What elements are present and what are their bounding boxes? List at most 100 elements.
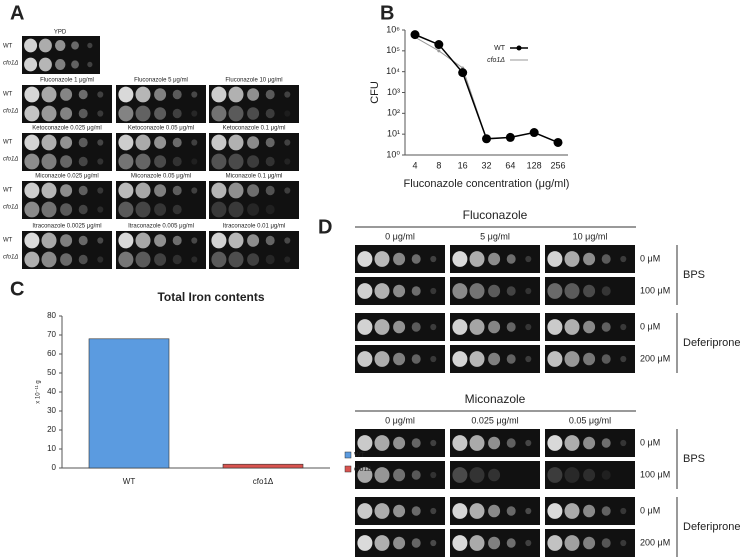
spot: [284, 256, 291, 263]
spot: [135, 86, 151, 103]
column-label: 5 μg/ml: [480, 231, 510, 241]
spot: [211, 232, 227, 249]
spot: [191, 256, 198, 263]
spot: [135, 182, 151, 199]
plate-title: Itraconazole 0.005 μg/ml: [128, 224, 194, 230]
y-tick-label: 10: [47, 444, 56, 453]
y-tick-label: 10³: [387, 87, 400, 97]
spot: [620, 439, 627, 447]
spot: [118, 201, 134, 218]
spot: [547, 503, 563, 519]
x-tick-label: WT: [123, 477, 136, 486]
spot: [411, 470, 421, 480]
column-label: 0 μg/ml: [385, 415, 415, 425]
spot: [430, 255, 437, 263]
spot: [24, 86, 40, 103]
spot: [60, 136, 73, 149]
spot: [547, 319, 563, 335]
y-axis-label: x 10⁻¹¹ g: [36, 380, 42, 404]
spot: [374, 251, 390, 267]
spot: [357, 435, 373, 451]
spot: [506, 286, 516, 296]
spot: [374, 535, 390, 551]
spot: [38, 57, 52, 72]
legend-swatch: [344, 451, 352, 459]
spot: [564, 283, 580, 299]
plate-title: Ketoconazole 0.025 μg/ml: [32, 126, 102, 132]
spot: [247, 203, 260, 216]
spot: [24, 57, 38, 72]
spot: [547, 351, 563, 367]
spot: [228, 232, 244, 249]
spot: [374, 351, 390, 367]
plate-title: Miconazole 0.025 μg/ml: [35, 174, 99, 180]
row-label: 200 μM: [640, 537, 670, 547]
point: [482, 134, 491, 144]
spot: [601, 322, 611, 332]
spot: [41, 232, 57, 249]
spot: [154, 136, 167, 149]
spot: [24, 134, 40, 151]
spot: [97, 158, 104, 165]
legend-label: WT: [354, 452, 366, 459]
column-label: 10 μg/ml: [573, 231, 608, 241]
spot: [357, 535, 373, 551]
spot: [191, 158, 198, 165]
row-label: cfo1Δ: [3, 157, 18, 163]
plate-title: Ketoconazole 0.05 μg/ml: [128, 126, 194, 132]
spot: [135, 153, 151, 170]
spot: [60, 155, 73, 168]
spot: [154, 88, 167, 101]
row-label: 100 μM: [640, 469, 670, 479]
point: [410, 30, 420, 40]
spot: [506, 506, 516, 516]
spot: [172, 156, 182, 167]
spot: [191, 237, 198, 244]
spot: [488, 468, 501, 482]
spot: [118, 153, 134, 170]
spot: [411, 322, 421, 332]
spot: [357, 283, 373, 299]
spot: [411, 354, 421, 364]
spot: [60, 184, 73, 197]
column-label: 0 μg/ml: [385, 231, 415, 241]
spot: [228, 153, 244, 170]
spot: [78, 89, 88, 100]
spot: [374, 503, 390, 519]
spot: [488, 252, 501, 266]
y-axis-label: CFU: [369, 81, 381, 104]
column-label: 0.05 μg/ml: [569, 415, 611, 425]
panel-label: D: [318, 216, 332, 238]
spot: [469, 283, 485, 299]
row-label: cfo1Δ: [3, 61, 18, 67]
panel-label: B: [380, 2, 394, 24]
spot: [488, 436, 501, 450]
spot: [247, 107, 260, 120]
y-tick-label: 10²: [387, 108, 400, 118]
y-tick-label: 10¹: [387, 129, 400, 139]
spot: [525, 255, 532, 263]
x-tick-label: 64: [505, 160, 515, 170]
x-tick-label: 128: [527, 160, 542, 170]
spot: [228, 251, 244, 268]
spot: [564, 535, 580, 551]
spot: [60, 234, 73, 247]
spot: [452, 435, 468, 451]
set-label: Deferiprone: [683, 337, 740, 349]
y-tick-label: 50: [47, 368, 56, 377]
spot: [284, 91, 291, 98]
spot: [601, 438, 611, 448]
row-label: 0 μM: [640, 437, 660, 447]
spot: [411, 438, 421, 448]
spot: [469, 319, 485, 335]
spot: [430, 439, 437, 447]
spot: [620, 323, 627, 331]
spot: [620, 539, 627, 547]
y-tick-label: 60: [47, 349, 56, 358]
spot: [172, 235, 182, 246]
spot: [97, 187, 104, 194]
panel-label: C: [10, 278, 24, 300]
spot: [135, 232, 151, 249]
spot: [583, 536, 596, 550]
